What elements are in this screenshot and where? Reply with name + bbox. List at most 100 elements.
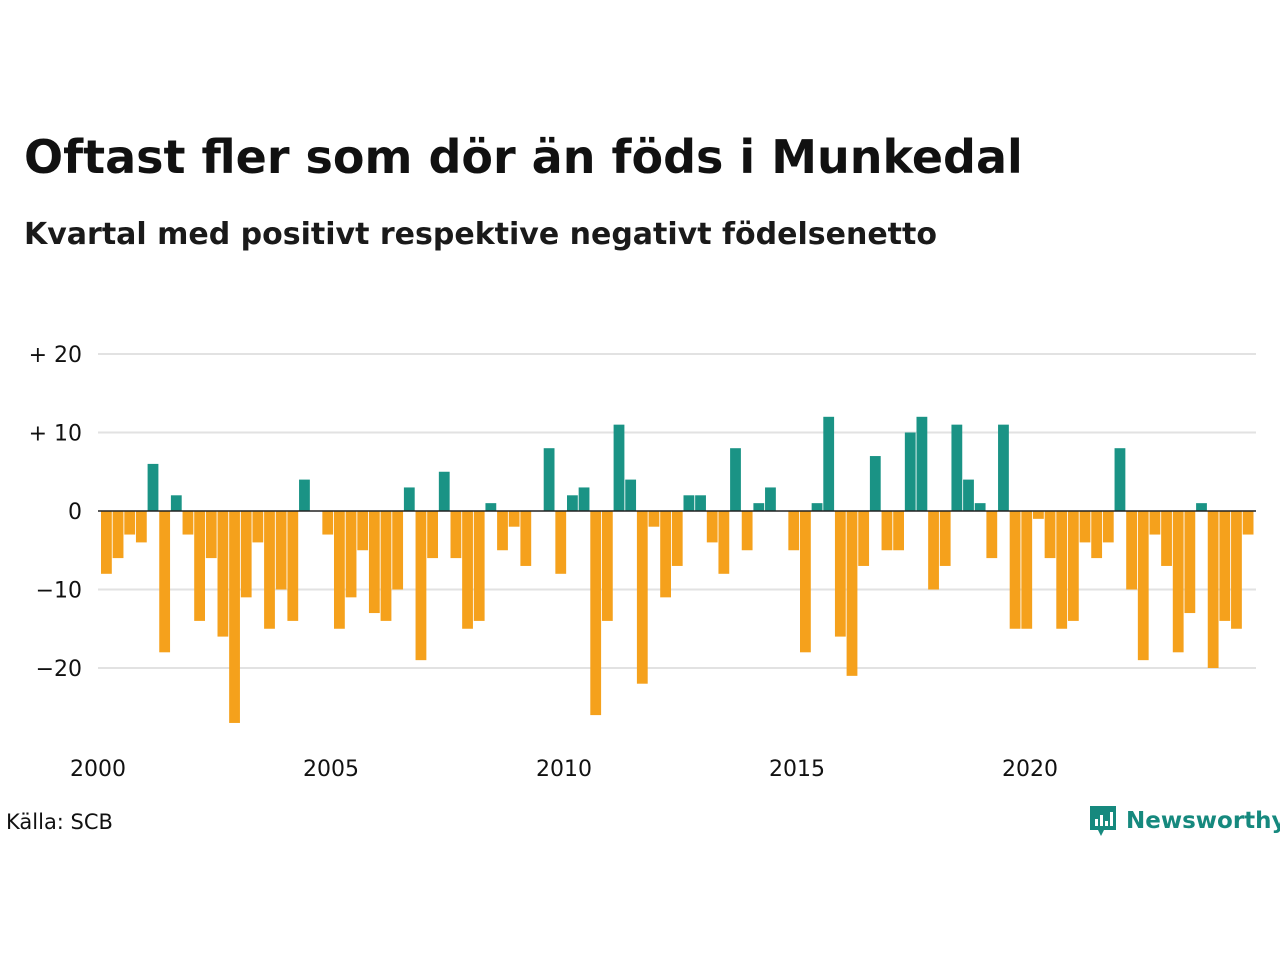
bar [450,511,462,559]
bar [112,511,124,559]
bar [1126,511,1137,590]
brand-logo: Newsworthy [1088,804,1280,838]
bar [520,511,532,566]
bar [1149,511,1161,535]
bar [1033,511,1044,519]
bar [485,503,497,511]
y-axis-labels: + 20 + 10 0 −10 −20 [29,343,82,682]
bar [275,511,287,590]
bar [881,511,893,551]
bar [438,471,450,511]
bar [1021,511,1033,629]
bar [473,511,485,621]
bar [240,511,252,598]
bar [869,456,881,511]
bar [427,511,438,559]
bar [252,511,264,543]
bar [345,511,357,598]
bar [159,511,171,653]
bar [229,511,240,723]
bar [601,511,613,621]
bar [730,448,741,511]
bar [1172,511,1184,653]
bar [951,424,963,511]
bar [124,511,136,535]
brand-name: Newsworthy [1126,808,1280,834]
x-tick-label: 2020 [1002,757,1058,782]
x-tick-label: 2015 [769,757,825,782]
x-axis-labels: 2000 2005 2010 2015 2020 [70,757,1058,782]
bar [1207,511,1219,668]
bar [1067,511,1079,621]
bar [1044,511,1056,559]
bar [462,511,473,629]
bar [334,511,345,629]
bar [299,479,310,511]
bar [147,463,159,511]
bar [194,511,205,621]
bar [765,487,776,511]
bar [567,495,578,511]
bar [101,511,112,574]
bar [264,511,275,629]
bar [800,511,811,653]
bar [963,479,974,511]
bar [1114,448,1126,511]
bar [403,487,415,511]
bar [368,511,380,614]
y-tick-label: + 20 [29,343,82,368]
bar [1091,511,1103,559]
bar [1079,511,1091,543]
bar [834,511,846,637]
chart-title: Oftast fler som dör än föds i Munkedal [24,130,1023,184]
bar [939,511,951,566]
y-tick-label: 0 [68,500,82,525]
bar [1161,511,1172,566]
bar [811,503,823,511]
bar [660,511,671,598]
bars [101,416,1254,723]
bar [916,416,928,511]
x-tick-label: 2010 [536,757,592,782]
bar [846,511,858,676]
bar [695,495,706,511]
bar [823,416,835,511]
bar [497,511,508,551]
bar [1137,511,1149,661]
bar [753,503,765,511]
bar [1102,511,1114,543]
bar [1184,511,1196,614]
bar [205,511,217,559]
bar [415,511,427,661]
bar [788,511,800,551]
bar [706,511,718,543]
x-tick-label: 2000 [70,757,126,782]
bar [1196,503,1207,511]
chart-subtitle: Kvartal med positivt respektive negativt… [24,217,937,252]
newsworthy-logo-icon [1090,806,1116,836]
y-tick-label: −10 [36,579,82,604]
x-tick-label: 2005 [303,757,359,782]
bar [182,511,194,535]
bar [1009,511,1021,629]
bar [380,511,392,621]
bar [648,511,660,527]
bar [392,511,404,590]
bar [555,511,567,574]
bar [543,448,555,511]
bar [1056,511,1068,629]
bar [357,511,369,551]
bar [1231,511,1242,629]
bar [170,495,182,511]
bar [928,511,939,590]
bar [508,511,520,527]
bar [322,511,334,535]
bar [613,424,625,511]
bar [625,479,637,511]
bar [217,511,229,637]
bar [998,424,1009,511]
y-tick-label: + 10 [29,422,82,447]
y-tick-label: −20 [36,657,82,682]
bar [671,511,683,566]
bar [858,511,870,566]
